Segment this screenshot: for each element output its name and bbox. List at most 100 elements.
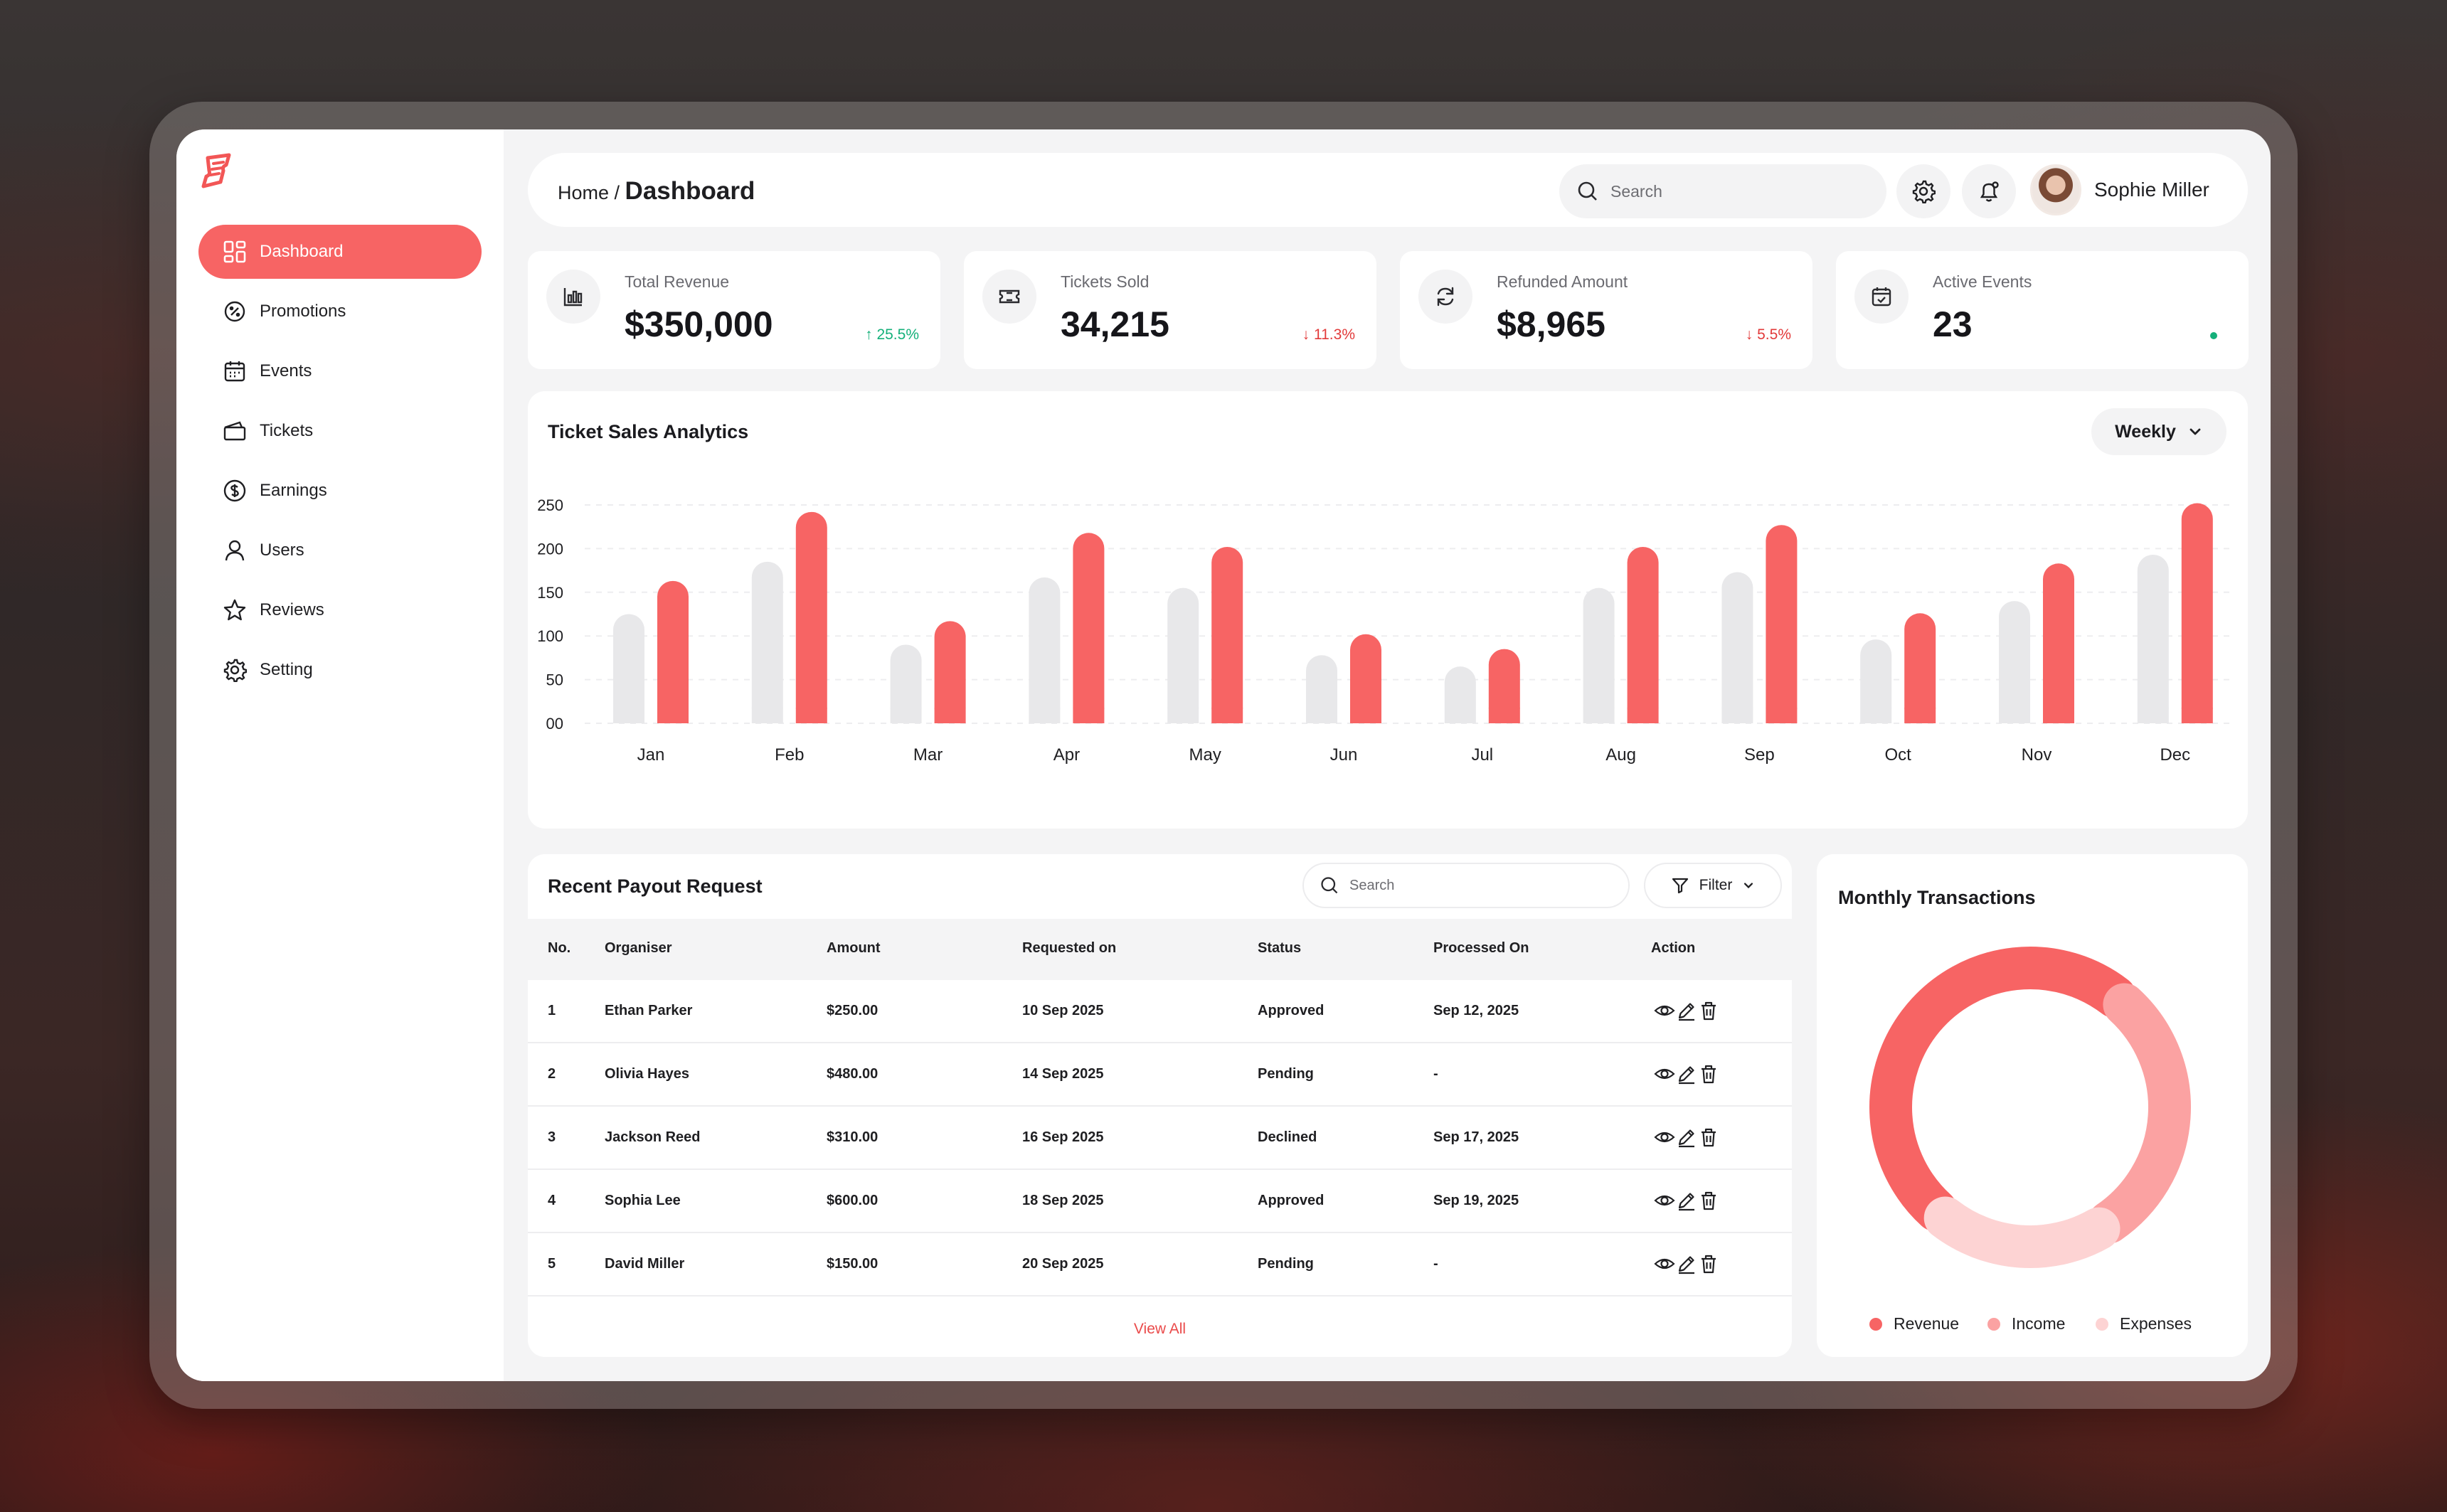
sidebar-item-tickets[interactable]: Tickets bbox=[198, 404, 482, 458]
stat-value: 23 bbox=[1933, 304, 1973, 344]
sidebar-item-promotions[interactable]: Promotions bbox=[198, 284, 482, 339]
search-input[interactable]: Search bbox=[1559, 164, 1886, 218]
cell-status: Approved bbox=[1258, 1193, 1325, 1208]
bar-chart: 00 50 100 150 200 250 Jan Feb Mar Apr May Jun Jul Aug… bbox=[537, 496, 2235, 765]
user-icon bbox=[223, 538, 247, 563]
view-icon[interactable] bbox=[1652, 1125, 1677, 1149]
table-row: 2 Olivia Hayes $480.00 14 Sep 2025 Pending - bbox=[528, 1043, 1792, 1107]
bar-base bbox=[1721, 708, 1753, 723]
filter-button[interactable]: Filter bbox=[1644, 863, 1782, 908]
table-row: 3 Jackson Reed $310.00 16 Sep 2025 Declined S… bbox=[528, 1107, 1792, 1170]
donut-chart bbox=[1869, 947, 2191, 1268]
star-icon bbox=[223, 598, 247, 622]
cell-requested: 14 Sep 2025 bbox=[1022, 1066, 1104, 1082]
cell-amount: $150.00 bbox=[827, 1256, 879, 1272]
search-icon bbox=[1576, 180, 1599, 203]
user-name: Sophie Miller bbox=[2094, 179, 2209, 201]
avatar bbox=[2030, 164, 2081, 215]
x-tick-label: Nov bbox=[2022, 745, 2052, 765]
bar-chart-icon bbox=[546, 270, 600, 324]
edit-icon[interactable] bbox=[1674, 1188, 1699, 1213]
brand-logo-icon[interactable] bbox=[198, 151, 239, 192]
ticket-sales-chart-card: Ticket Sales Analytics Weekly 00 50 100 150… bbox=[528, 391, 2248, 829]
dollar-icon bbox=[223, 479, 247, 503]
sidebar-item-setting[interactable]: Setting bbox=[198, 643, 482, 697]
bar-feb-series-1 bbox=[751, 561, 783, 723]
cell-requested: 18 Sep 2025 bbox=[1022, 1193, 1104, 1208]
filter-icon bbox=[1671, 876, 1689, 895]
y-tick-label: 100 bbox=[537, 627, 563, 645]
bar-may-series-2 bbox=[1211, 546, 1243, 723]
stat-trend: ↓ 11.3% bbox=[1302, 326, 1355, 343]
view-icon[interactable] bbox=[1652, 1062, 1677, 1086]
donut-segment-income bbox=[2088, 983, 2191, 1244]
stat-label: Tickets Sold bbox=[1061, 272, 1150, 291]
sidebar-item-reviews[interactable]: Reviews bbox=[198, 583, 482, 637]
sidebar-item-earnings[interactable]: Earnings bbox=[198, 464, 482, 518]
user-profile[interactable]: Sophie Miller bbox=[2030, 164, 2209, 215]
promotion-badge-icon bbox=[223, 299, 247, 324]
table-header: No. Organiser Amount Requested on Status… bbox=[528, 919, 1792, 980]
sidebar-item-users[interactable]: Users bbox=[198, 523, 482, 577]
monthly-transactions-card: Monthly Transactions Revenue Income Expe… bbox=[1817, 854, 2248, 1357]
bar-dec-series-1 bbox=[2137, 554, 2169, 723]
view-all-link[interactable]: View All bbox=[1133, 1321, 1187, 1337]
legend-dot bbox=[1987, 1317, 2000, 1331]
y-tick-label: 200 bbox=[537, 540, 563, 558]
table-row: 1 Ethan Parker $250.00 10 Sep 2025 Approved S… bbox=[528, 980, 1792, 1043]
period-dropdown[interactable]: Weekly bbox=[2091, 408, 2226, 455]
delete-icon[interactable] bbox=[1697, 1188, 1721, 1213]
bar-base bbox=[890, 708, 922, 723]
ticket-icon bbox=[223, 419, 247, 443]
delete-icon[interactable] bbox=[1697, 1062, 1721, 1086]
dashboard-grid-icon bbox=[223, 240, 247, 264]
cell-amount: $480.00 bbox=[827, 1066, 879, 1082]
sidebar-item-label: Users bbox=[260, 541, 304, 560]
edit-icon[interactable] bbox=[1674, 1062, 1699, 1086]
notifications-button[interactable] bbox=[1962, 164, 2016, 218]
delete-icon[interactable] bbox=[1697, 1125, 1721, 1149]
calendar-check-icon bbox=[1854, 270, 1909, 324]
breadcrumb-home[interactable]: Home / bbox=[558, 182, 620, 203]
bar-nov-series-1 bbox=[1999, 601, 2030, 723]
table-title: Recent Payout Request bbox=[548, 875, 763, 897]
sidebar-item-dashboard[interactable]: Dashboard bbox=[198, 225, 482, 279]
settings-button[interactable] bbox=[1896, 164, 1950, 218]
cell-no: 5 bbox=[548, 1256, 556, 1272]
sidebar-item-events[interactable]: Events bbox=[198, 344, 482, 398]
view-icon[interactable] bbox=[1652, 1188, 1677, 1213]
y-tick-label: 00 bbox=[546, 715, 563, 733]
legend-dot bbox=[2096, 1317, 2108, 1331]
live-status-dot bbox=[2210, 332, 2217, 339]
delete-icon[interactable] bbox=[1697, 1252, 1721, 1276]
legend-label: Income bbox=[2012, 1314, 2066, 1333]
edit-icon[interactable] bbox=[1674, 1125, 1699, 1149]
table-search-input[interactable]: Search bbox=[1302, 863, 1630, 908]
sidebar-item-label: Tickets bbox=[260, 421, 314, 440]
bar-sep-series-2 bbox=[1766, 525, 1798, 723]
y-tick-label: 50 bbox=[546, 671, 563, 689]
edit-icon[interactable] bbox=[1674, 1252, 1699, 1276]
bar-oct-series-1 bbox=[1860, 639, 1892, 723]
stat-card-total-revenue: Total Revenue $350,000 ↑ 25.5% bbox=[528, 251, 940, 369]
view-icon[interactable] bbox=[1652, 1252, 1677, 1276]
bar-base bbox=[751, 708, 783, 723]
view-icon[interactable] bbox=[1652, 999, 1677, 1023]
bar-base bbox=[1766, 708, 1798, 723]
page-title: Dashboard bbox=[625, 177, 755, 205]
filter-label: Filter bbox=[1699, 877, 1733, 893]
x-tick-label: May bbox=[1189, 745, 1221, 765]
delete-icon[interactable] bbox=[1697, 999, 1721, 1023]
payout-requests-card: Recent Payout Request Search Filter No. … bbox=[528, 854, 1792, 1357]
stat-value: 34,215 bbox=[1061, 304, 1169, 344]
edit-icon[interactable] bbox=[1674, 999, 1699, 1023]
bar-base bbox=[2043, 708, 2074, 723]
bar-base bbox=[1306, 708, 1337, 723]
bar-oct-series-2 bbox=[1904, 613, 1936, 723]
legend-item-expenses: Expenses bbox=[2096, 1314, 2192, 1333]
column-header: Requested on bbox=[1022, 940, 1117, 956]
column-header: Amount bbox=[827, 940, 881, 956]
stat-card-refunded-amount: Refunded Amount $8,965 ↓ 5.5% bbox=[1400, 251, 1812, 369]
arrow-up-icon: ↑ bbox=[865, 326, 873, 343]
cell-requested: 10 Sep 2025 bbox=[1022, 1003, 1104, 1018]
